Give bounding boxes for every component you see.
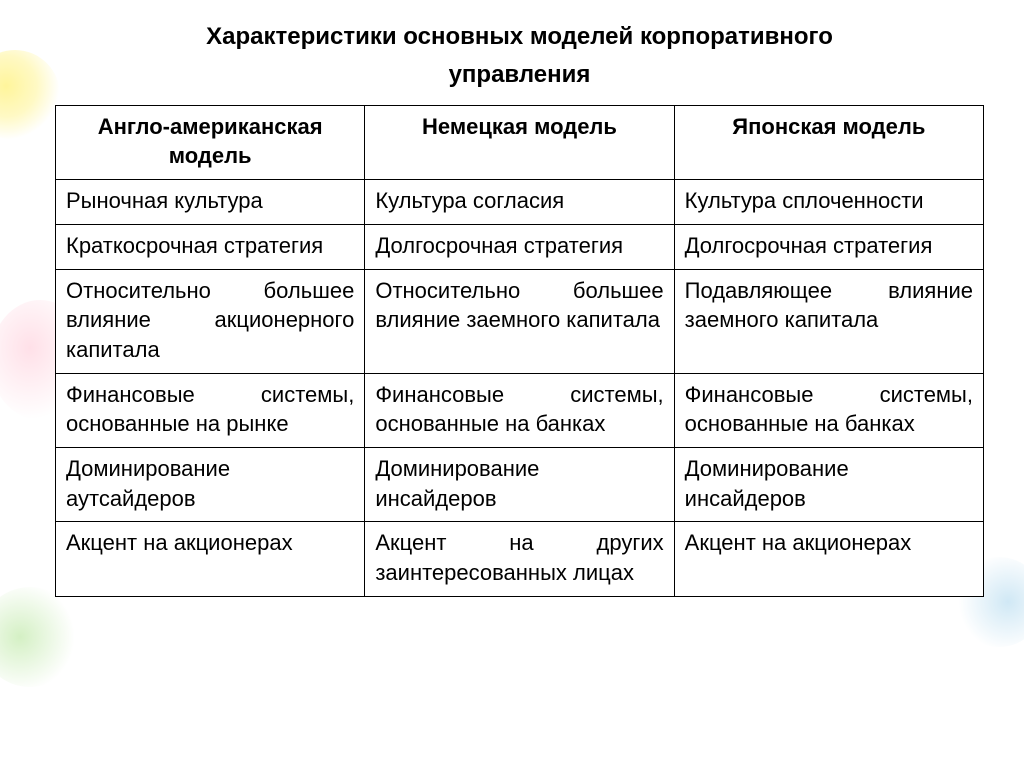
cell: Культура сплоченности	[674, 180, 983, 225]
cell: Доминирование инсайдеров	[365, 447, 674, 521]
cell: Рыночная культура	[56, 180, 365, 225]
cell: Финансовые системы, основанные на банках	[365, 373, 674, 447]
cell: Культура согласия	[365, 180, 674, 225]
governance-models-table: Англо-американская модель Немецкая модел…	[55, 105, 984, 597]
table-row: Доминирование аутсайдеров Доминирование …	[56, 447, 984, 521]
cell: Финансовые системы, основанные на банках	[674, 373, 983, 447]
cell: Относительно большее влияние акционерног…	[56, 269, 365, 373]
col-header-japanese: Японская модель	[674, 105, 983, 179]
cell: Долгосрочная стратегия	[674, 224, 983, 269]
table-row: Относительно большее влияние акционерног…	[56, 269, 984, 373]
table-row: Акцент на акционерах Акцент на других за…	[56, 522, 984, 596]
cell: Относительно большее влияние заемного ка…	[365, 269, 674, 373]
title-line-1: Характеристики основных моделей корпорат…	[206, 23, 833, 50]
page-title: Характеристики основных моделей корпорат…	[110, 18, 930, 95]
slide-content: Характеристики основных моделей корпорат…	[0, 0, 1024, 627]
cell: Подавляющее влияние заемного капитала	[674, 269, 983, 373]
col-header-german: Немецкая модель	[365, 105, 674, 179]
table-header-row: Англо-американская модель Немецкая модел…	[56, 105, 984, 179]
table-row: Рыночная культура Культура согласия Куль…	[56, 180, 984, 225]
cell: Доминирование инсайдеров	[674, 447, 983, 521]
cell: Финансовые системы, основанные на рынке	[56, 373, 365, 447]
cell: Акцент на других заинтересованных лицах	[365, 522, 674, 596]
title-line-2: управления	[449, 61, 591, 88]
cell: Акцент на акционерах	[56, 522, 365, 596]
cell: Долгосрочная стратегия	[365, 224, 674, 269]
cell: Краткосрочная стратегия	[56, 224, 365, 269]
table-row: Финансовые системы, основанные на рынке …	[56, 373, 984, 447]
table-row: Краткосрочная стратегия Долгосрочная стр…	[56, 224, 984, 269]
col-header-anglo: Англо-американская модель	[56, 105, 365, 179]
cell: Акцент на акционерах	[674, 522, 983, 596]
cell: Доминирование аутсайдеров	[56, 447, 365, 521]
